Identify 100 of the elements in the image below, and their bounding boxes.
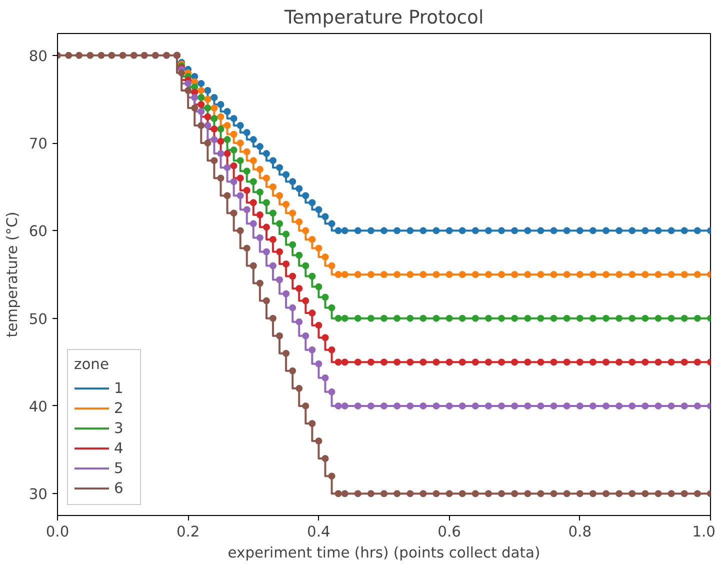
y-tick-label: 70 [28, 136, 48, 153]
point [616, 402, 623, 410]
point [296, 318, 303, 326]
point [498, 271, 506, 278]
point [537, 314, 544, 322]
point [210, 115, 218, 122]
point [276, 164, 284, 172]
point [472, 402, 479, 410]
point [184, 80, 192, 87]
point [420, 402, 427, 410]
point [269, 210, 276, 217]
point [198, 86, 205, 94]
point [243, 206, 250, 214]
point [236, 122, 244, 130]
point [406, 358, 414, 366]
point [302, 262, 310, 270]
point [654, 358, 662, 366]
point [380, 314, 388, 322]
point [341, 402, 348, 410]
point [406, 402, 414, 410]
point [262, 248, 270, 256]
point [224, 150, 231, 158]
point [289, 272, 296, 280]
point [550, 227, 558, 234]
point [322, 294, 329, 301]
point [262, 150, 270, 158]
point [204, 86, 212, 94]
point [380, 402, 388, 410]
point [354, 314, 362, 322]
point [367, 227, 374, 234]
point [524, 358, 532, 366]
point [420, 227, 427, 234]
y-tick-label: 80 [28, 48, 48, 65]
chart-title: Temperature Protocol [283, 8, 484, 28]
point [341, 358, 348, 366]
point [420, 358, 427, 366]
point [446, 358, 453, 366]
point [498, 358, 506, 366]
point [217, 150, 224, 158]
point [537, 358, 544, 366]
point [680, 402, 688, 410]
point [250, 136, 257, 144]
point [589, 402, 596, 410]
point [472, 314, 479, 322]
point [511, 314, 518, 322]
point [432, 402, 440, 410]
point [511, 358, 518, 366]
point [484, 358, 492, 366]
legend-title: zone [74, 356, 110, 373]
point [511, 227, 518, 234]
point [537, 402, 544, 410]
point [694, 314, 701, 322]
point [341, 271, 348, 278]
x-tick-label: 1.0 [692, 524, 716, 540]
point [432, 227, 440, 234]
point [680, 271, 688, 278]
point [420, 271, 427, 278]
point [210, 136, 218, 144]
point [315, 244, 322, 252]
point [198, 80, 205, 87]
point [680, 227, 688, 234]
point [446, 314, 453, 322]
point [406, 227, 414, 234]
point [308, 199, 316, 206]
y-tick-label: 50 [28, 310, 48, 328]
point [262, 224, 270, 231]
point [236, 174, 244, 182]
point [256, 188, 264, 196]
point [341, 314, 348, 322]
point [322, 213, 329, 220]
point [524, 314, 532, 322]
point [354, 358, 362, 366]
point [602, 271, 610, 278]
point [668, 227, 675, 234]
point [256, 143, 264, 150]
point [289, 304, 296, 312]
point [668, 314, 675, 322]
point [484, 227, 492, 234]
point [276, 276, 284, 284]
point [217, 126, 224, 133]
point [334, 358, 342, 366]
point [458, 402, 466, 410]
point [269, 262, 276, 270]
point [616, 358, 623, 366]
point [282, 290, 290, 298]
point [315, 206, 322, 214]
point [308, 236, 316, 243]
x-tick-label: 0.8 [568, 524, 592, 540]
point [642, 358, 649, 366]
point [550, 314, 558, 322]
point [256, 211, 264, 218]
point [628, 227, 636, 234]
point [289, 210, 296, 217]
point [576, 402, 584, 410]
point [296, 252, 303, 259]
point [230, 178, 238, 186]
point [276, 248, 284, 256]
point [334, 314, 342, 322]
point [204, 122, 212, 130]
x-tick-label: 0.2 [176, 524, 200, 540]
